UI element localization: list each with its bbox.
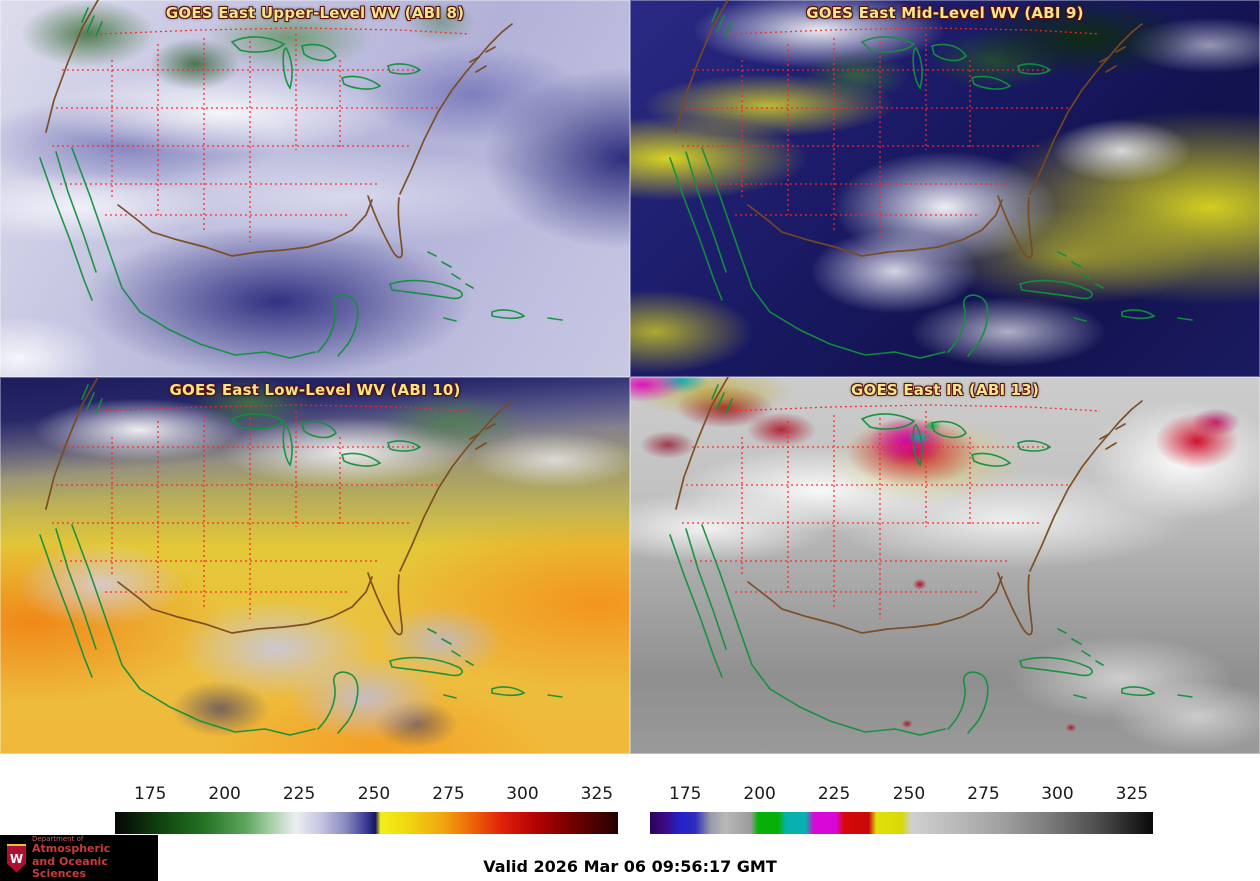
aos-department-logo: W Department of Atmospheric and Oceanic …	[0, 835, 158, 881]
tick-label: 175	[668, 784, 702, 804]
map-overlay	[630, 377, 1260, 754]
ir-temperature-colorbar	[650, 812, 1153, 834]
tick-label: 325	[580, 784, 614, 804]
tick-label: 300	[506, 784, 539, 804]
wv-colorbar-ticks: 175 200 225 250 275 300 325	[115, 784, 618, 808]
tick-label: 200	[743, 784, 776, 804]
map-overlay	[0, 0, 630, 377]
ir-colorbar-ticks: 175 200 225 250 275 300 325	[650, 784, 1153, 808]
map-overlay	[630, 0, 1260, 377]
valid-time-label: Valid 2026 Mar 06 09:56:17 GMT	[483, 857, 777, 876]
tick-label: 275	[432, 784, 465, 804]
map-overlay	[0, 377, 630, 754]
tick-label: 250	[357, 784, 391, 804]
panel-title-ir: GOES East IR (ABI 13)	[850, 381, 1040, 399]
tick-label: 225	[282, 784, 316, 804]
tick-label: 275	[967, 784, 1000, 804]
tick-label: 300	[1041, 784, 1074, 804]
wv-temperature-colorbar	[115, 812, 618, 834]
panel-title-upper-wv: GOES East Upper-Level WV (ABI 8)	[165, 4, 465, 22]
panel-ir: GOES East IR (ABI 13)	[630, 377, 1260, 754]
tick-label: 325	[1115, 784, 1149, 804]
uw-crest-icon: W	[7, 843, 26, 873]
panel-title-low-wv: GOES East Low-Level WV (ABI 10)	[169, 381, 461, 399]
logo-text-block: Department of Atmospheric and Oceanic Sc…	[32, 834, 151, 881]
logo-dept-line: Department of	[32, 834, 84, 843]
panel-grid: GOES East Upper-Level WV (ABI 8) GOES Ea…	[0, 0, 1260, 754]
tick-label: 225	[817, 784, 851, 804]
logo-name-line1: Atmospheric	[32, 842, 111, 856]
logo-name-line2: and Oceanic Sciences	[32, 854, 108, 881]
panel-low-level-wv: GOES East Low-Level WV (ABI 10)	[0, 377, 630, 754]
tick-label: 175	[133, 784, 167, 804]
colorbar-footer-strip: 175 200 225 250 275 300 325 175 200 225 …	[0, 754, 1260, 881]
panel-upper-level-wv: GOES East Upper-Level WV (ABI 8)	[0, 0, 630, 377]
tick-label: 200	[208, 784, 241, 804]
panel-title-mid-wv: GOES East Mid-Level WV (ABI 9)	[806, 4, 1084, 22]
tick-label: 250	[892, 784, 926, 804]
panel-mid-level-wv: GOES East Mid-Level WV (ABI 9)	[630, 0, 1260, 377]
